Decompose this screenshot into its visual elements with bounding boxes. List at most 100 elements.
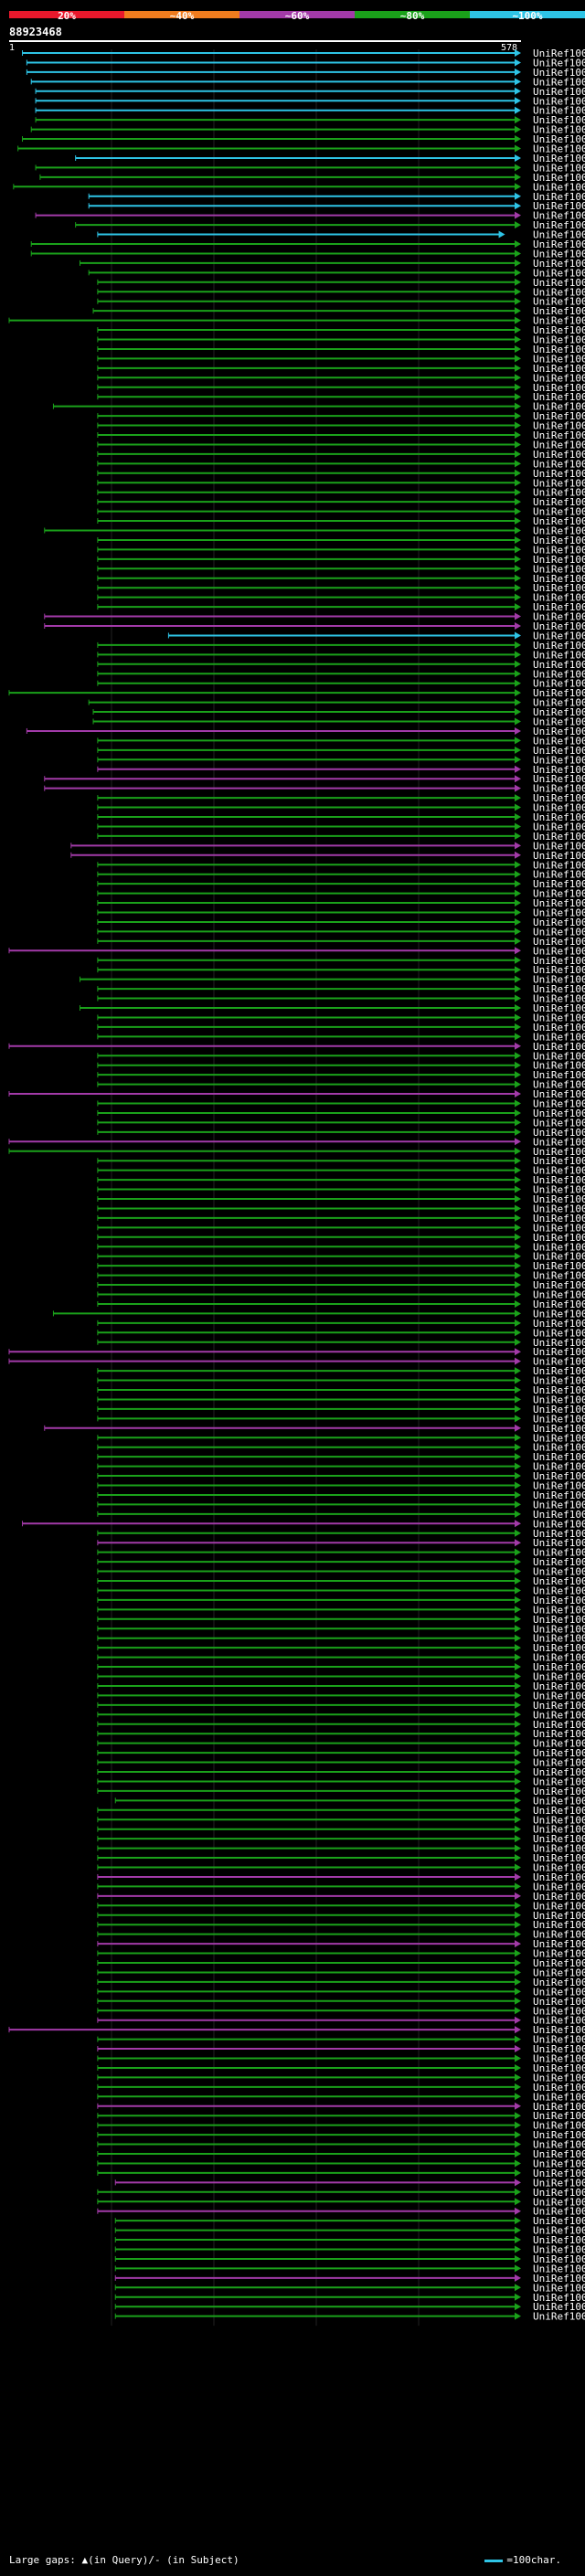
alignment-label[interactable]: UniRef100_Q4P1E3	[533, 1719, 585, 1731]
alignment-label[interactable]: UniRef100_Q10680	[533, 1241, 585, 1253]
alignment-row[interactable]: UniRef100_A9NNX1	[35, 95, 585, 107]
alignment-label[interactable]: UniRef100_B3NQM0	[533, 1852, 585, 1864]
alignment-row[interactable]: UniRef100_Q4QM59	[97, 1260, 585, 1272]
alignment-label[interactable]: UniRef100_Q72Q29	[533, 1547, 585, 1559]
alignment-row[interactable]: UniRef100_A9RJP8	[35, 210, 585, 222]
alignment-label[interactable]: UniRef100_Q04YN0	[533, 1575, 585, 1587]
alignment-label[interactable]: UniRef100_B9R8D0	[533, 1088, 585, 1100]
alignment-label[interactable]: UniRef100_Q9C079	[533, 1499, 585, 1511]
alignment-label[interactable]: UniRef100_A7RT88	[533, 1966, 585, 1978]
alignment-label[interactable]: UniRef100_Q0UUY6	[533, 554, 585, 566]
alignment-row[interactable]: UniRef100_B4RQQ0	[97, 573, 585, 585]
alignment-row[interactable]: UniRef100_B4KQ66	[97, 1633, 585, 1645]
alignment-row[interactable]: UniRef100_A9V7R4	[114, 2282, 585, 2294]
alignment-label[interactable]: UniRef100_P13917	[533, 1919, 585, 1931]
alignment-row[interactable]: UniRef100_Q4DSE4	[97, 1279, 585, 1291]
alignment-row[interactable]: UniRef100_B5X2Y3	[97, 1814, 585, 1826]
alignment-label[interactable]: UniRef100_Q6NWM5	[533, 1308, 585, 1320]
alignment-label[interactable]: UniRef100_B4E516	[533, 2263, 585, 2274]
alignment-label[interactable]: UniRef100_C5PBB9	[533, 1031, 585, 1043]
alignment-row[interactable]: UniRef100_UP1000...	[97, 1652, 585, 1664]
alignment-row[interactable]: UniRef100_C4DD39	[97, 1413, 585, 1425]
alignment-row[interactable]: UniRef100_B0FWC4	[97, 2082, 585, 2094]
alignment-row[interactable]: UniRef100_C9RIN6	[114, 2177, 585, 2189]
alignment-label[interactable]: UniRef100_Q6BLR8	[533, 2187, 585, 2199]
alignment-label[interactable]: UniRef100_C5GHC7	[533, 1289, 585, 1301]
alignment-label[interactable]: UniRef100_C1L0N8	[533, 706, 585, 718]
alignment-row[interactable]: UniRef100_Q4WQL4	[97, 2157, 585, 2169]
alignment-label[interactable]: UniRef100_Q5D752	[533, 239, 585, 250]
alignment-label[interactable]: UniRef100_UP1000...	[533, 811, 585, 823]
alignment-row[interactable]: UniRef100_UP1000...	[97, 1891, 585, 1903]
alignment-label[interactable]: UniRef100_UP1000...	[533, 1098, 585, 1110]
alignment-label[interactable]: UniRef100_C4J2B2	[533, 945, 585, 957]
alignment-label[interactable]: UniRef100_Q54PV0	[533, 1747, 585, 1759]
alignment-row[interactable]: UniRef100_A4P512	[97, 296, 585, 308]
alignment-row[interactable]: UniRef100_Q4PNQ2	[97, 668, 585, 680]
alignment-row[interactable]: UniRef100_B9R033	[30, 76, 585, 88]
alignment-row[interactable]: UniRef100_B8C679	[97, 1060, 585, 1072]
alignment-row[interactable]: UniRef100_A9US82	[75, 219, 585, 231]
alignment-label[interactable]: UniRef100_B5X869	[533, 620, 585, 632]
alignment-row[interactable]: UniRef100_A9R0V2	[30, 124, 585, 136]
alignment-row[interactable]: UniRef100_A9SS53	[75, 153, 585, 164]
alignment-label[interactable]: UniRef100_B7ZD39	[533, 831, 585, 843]
alignment-row[interactable]: UniRef100_A7HZX2	[97, 2148, 585, 2160]
alignment-row[interactable]: UniRef100_Q6GN0U	[97, 1184, 585, 1196]
alignment-label[interactable]: UniRef100_C4QY10	[533, 2072, 585, 2083]
alignment-row[interactable]: UniRef100_B5S448	[97, 439, 585, 451]
alignment-row[interactable]: UniRef100_B7PTO9	[97, 1642, 585, 1654]
alignment-row[interactable]: UniRef100_A9TF66	[17, 143, 585, 155]
alignment-row[interactable]: UniRef100_P07118	[97, 2110, 585, 2122]
alignment-row[interactable]: UniRef100_A4H977	[97, 1012, 585, 1023]
alignment-row[interactable]: UniRef100_UP1000...	[97, 1862, 585, 1874]
alignment-row[interactable]: UniRef100_B2W8Y6	[97, 1155, 585, 1167]
alignment-row[interactable]: UniRef100_P66817	[97, 1738, 585, 1750]
alignment-label[interactable]: UniRef100_A9WGZ7	[533, 2234, 585, 2246]
alignment-label[interactable]: UniRef100_Q51093	[533, 821, 585, 832]
alignment-row[interactable]: UniRef100_Q17S61	[97, 917, 585, 928]
alignment-label[interactable]: UniRef100_A4S8W8	[533, 277, 585, 289]
alignment-row[interactable]: UniRef100_Q5BBN9	[97, 764, 585, 776]
alignment-row[interactable]: UniRef100_C1MLW2	[30, 248, 585, 260]
alignment-label[interactable]: UniRef100_Q2X0W3	[533, 1556, 585, 1568]
alignment-label[interactable]: UniRef100_C3XW53	[533, 458, 585, 470]
alignment-label[interactable]: UniRef100_C5K567	[533, 2196, 585, 2208]
alignment-row[interactable]: UniRef100_P13998	[97, 1470, 585, 1482]
alignment-label[interactable]: UniRef100_Q4DQZ1	[533, 897, 585, 909]
alignment-label[interactable]: UniRef100_UP1000...	[533, 1862, 585, 1874]
alignment-row[interactable]: UniRef100_B3M280	[97, 1709, 585, 1721]
alignment-label[interactable]: UniRef100_B4H555	[533, 2215, 585, 2227]
alignment-row[interactable]: UniRef100_B4PP06	[97, 1910, 585, 1922]
alignment-label[interactable]: UniRef100_B6QVR1	[533, 1948, 585, 1960]
alignment-row[interactable]: UniRef100_Q9UV19	[97, 1786, 585, 1797]
alignment-row[interactable]: UniRef100_B4CRF7	[97, 344, 585, 355]
alignment-label[interactable]: UniRef100_C9RIN6	[533, 2177, 585, 2189]
alignment-label[interactable]: UniRef100_C4M982	[533, 2206, 585, 2218]
alignment-row[interactable]: UniRef100_Q6Z5G8	[88, 200, 585, 212]
alignment-row[interactable]: UniRef100_Q4PJE1	[97, 1690, 585, 1701]
alignment-row[interactable]: UniRef100_A5DY20	[97, 1614, 585, 1626]
alignment-label[interactable]: UniRef100_B5XOD7	[533, 611, 585, 623]
alignment-row[interactable]: UniRef100_UP1000...	[97, 1365, 585, 1377]
alignment-label[interactable]: UniRef100_A9V7R4	[533, 2282, 585, 2294]
alignment-label[interactable]: UniRef100_A7SNY2	[533, 735, 585, 747]
alignment-label[interactable]: UniRef100_C1BRD0	[533, 1996, 585, 2008]
alignment-row[interactable]: UniRef100_Q757J8	[97, 1069, 585, 1081]
alignment-label[interactable]: UniRef100_B7RF53	[533, 582, 585, 594]
alignment-row[interactable]: UniRef100_Q8SRG9	[114, 2225, 585, 2237]
alignment-label[interactable]: UniRef100_A7HZX2	[533, 2148, 585, 2160]
alignment-label[interactable]: UniRef100_Q5B819	[533, 477, 585, 489]
alignment-label[interactable]: UniRef100_C4Y3R4	[533, 1824, 585, 1836]
alignment-label[interactable]: UniRef100_Q5KHF9	[533, 1146, 585, 1158]
alignment-label[interactable]: UniRef100_Q3X1V7	[533, 544, 585, 556]
alignment-row[interactable]: UniRef100_C7MQ73	[97, 955, 585, 967]
alignment-label[interactable]: UniRef100_A4RCL9	[533, 716, 585, 728]
alignment-label[interactable]: UniRef100_Q5TU96	[533, 745, 585, 757]
alignment-row[interactable]: UniRef100_A7EHJ1	[97, 2043, 585, 2055]
alignment-row[interactable]: UniRef100_Q4YQ49	[97, 2120, 585, 2132]
alignment-label[interactable]: UniRef100_Q757J8	[533, 1069, 585, 1081]
alignment-row[interactable]: UniRef100_B6SQQ0	[35, 162, 585, 174]
alignment-label[interactable]: UniRef100_A1D7L0	[533, 1041, 585, 1053]
alignment-label[interactable]: UniRef100_B4KQ66	[533, 1633, 585, 1645]
